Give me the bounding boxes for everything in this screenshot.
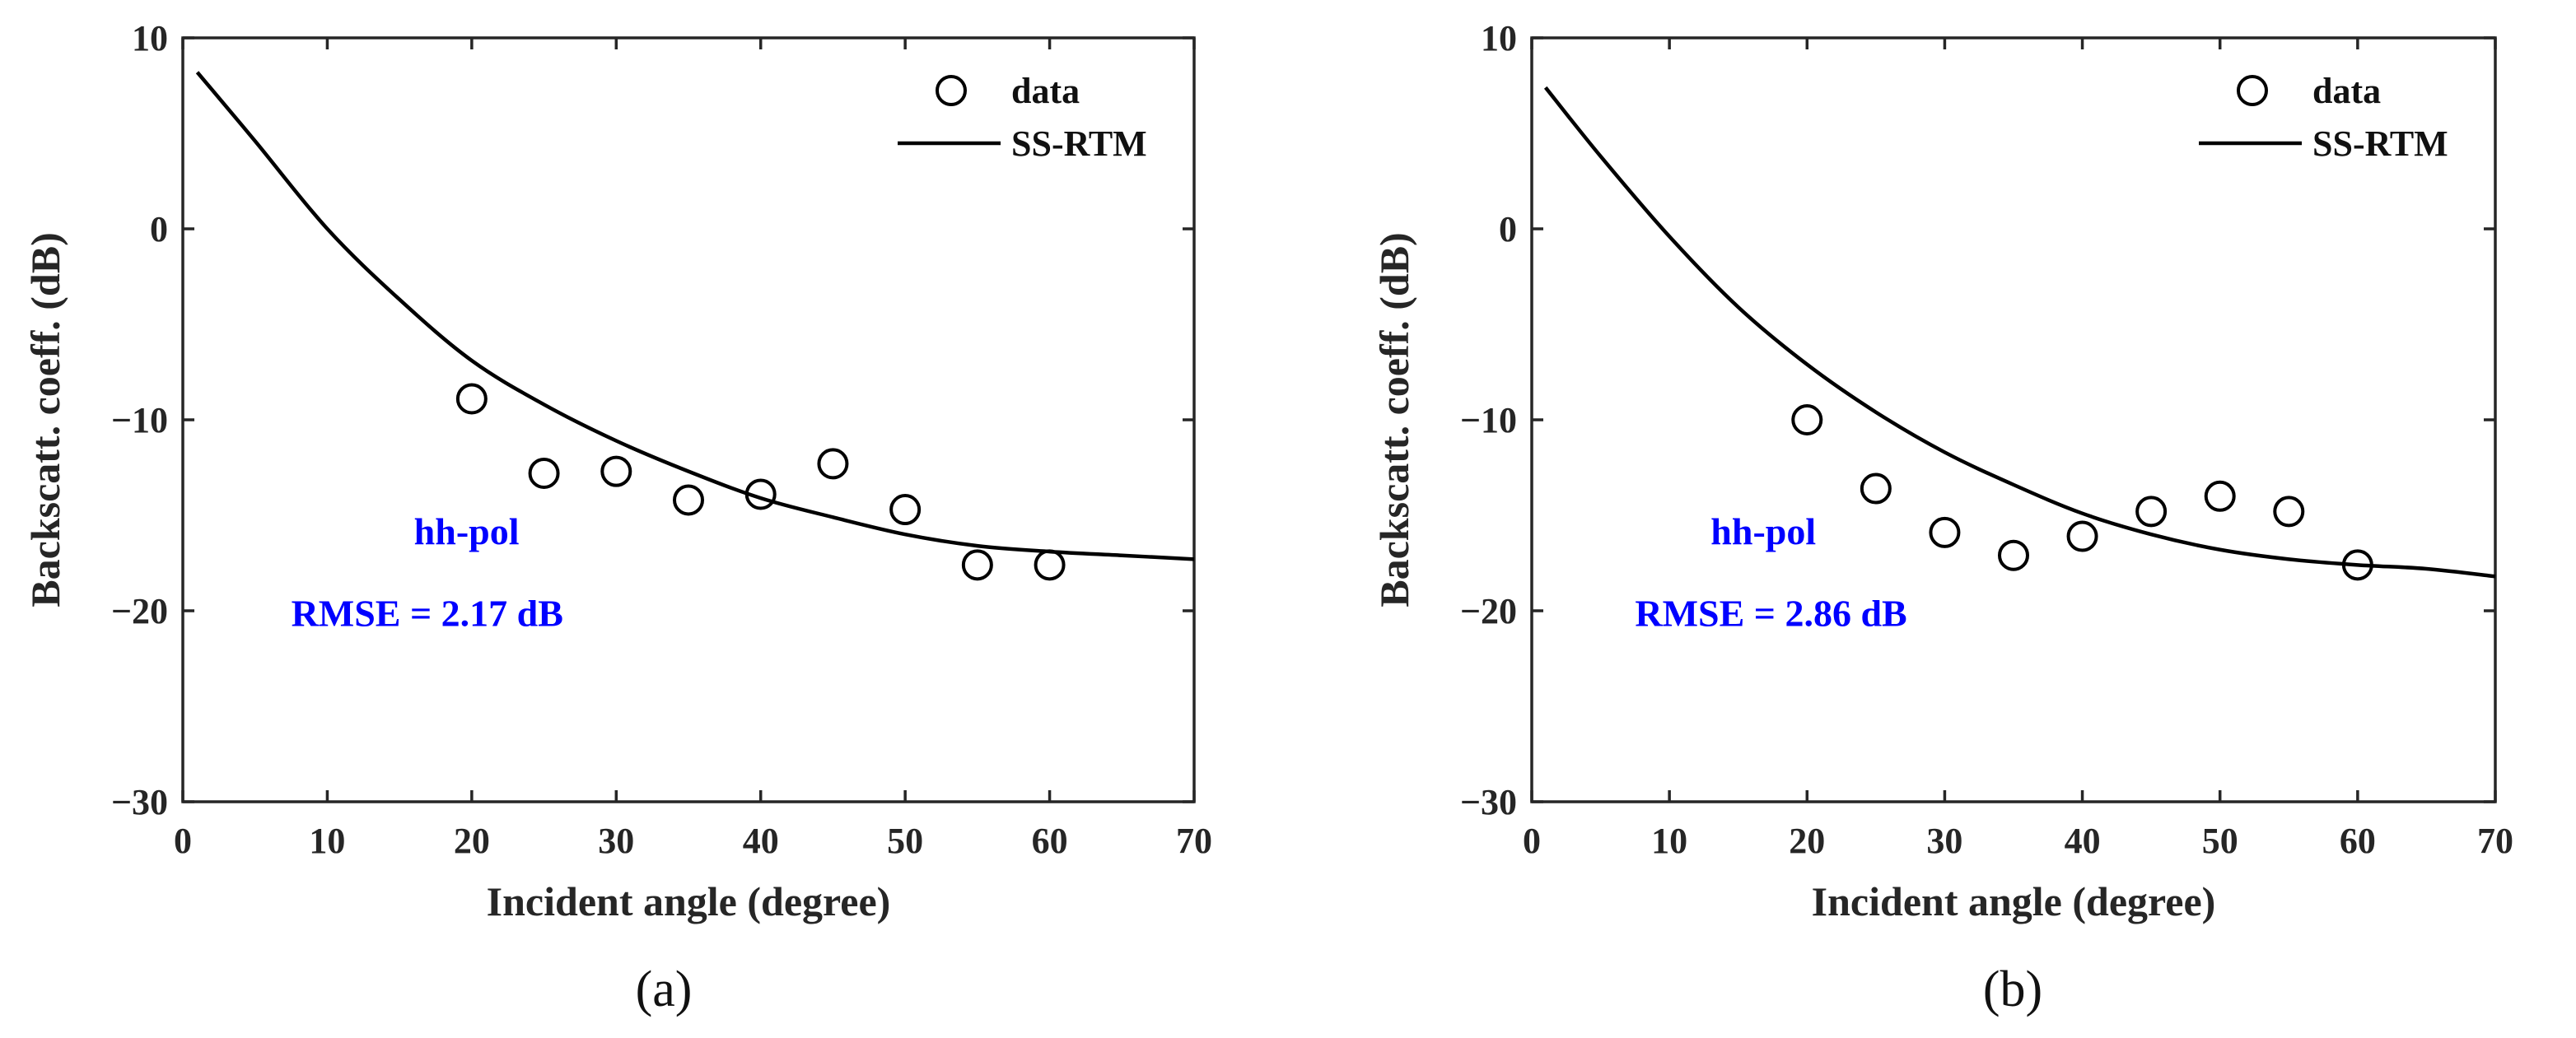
data-point xyxy=(817,448,849,480)
data-point xyxy=(1860,472,1892,505)
y-tick-label: 10 xyxy=(1481,18,1517,58)
x-tick-label: 70 xyxy=(2477,821,2513,861)
x-tick-label: 60 xyxy=(1032,821,1068,861)
x-tick-label: 50 xyxy=(2202,821,2238,861)
data-point xyxy=(961,549,993,581)
data-point xyxy=(528,457,560,489)
legend-label-ss-rtm: SS-RTM xyxy=(2312,123,2448,164)
legend-label-data: data xyxy=(2312,71,2381,111)
panel-caption: (b) xyxy=(1983,961,2042,1017)
x-tick-label: 30 xyxy=(1926,821,1962,861)
data-point xyxy=(2066,520,2098,552)
y-tick-label: −20 xyxy=(111,591,168,631)
y-tick-label: −30 xyxy=(1460,782,1517,822)
y-tick-label: −30 xyxy=(111,782,168,822)
data-point xyxy=(1929,516,1961,548)
x-tick-label: 70 xyxy=(1176,821,1212,861)
legend-label-ss-rtm: SS-RTM xyxy=(1011,123,1147,164)
ss-rtm-line xyxy=(1543,86,2496,579)
ss-rtm-line xyxy=(195,71,1195,561)
data-point xyxy=(1034,549,1066,581)
y-tick-label: −20 xyxy=(1460,591,1517,631)
x-tick-label: 30 xyxy=(598,821,634,861)
data-point xyxy=(744,478,777,510)
x-tick-label: 10 xyxy=(309,821,345,861)
x-tick-label: 40 xyxy=(2065,821,2101,861)
legend-data-marker xyxy=(2237,75,2268,106)
x-axis-label: Incident angle (degree) xyxy=(487,878,891,924)
annotation-polarization: hh-pol xyxy=(414,510,520,552)
legend-data-marker xyxy=(936,75,967,106)
y-tick-label: 0 xyxy=(150,209,168,249)
data-point xyxy=(455,383,488,415)
data-point xyxy=(673,484,704,516)
data-point xyxy=(1791,404,1823,435)
data-point xyxy=(2135,496,2168,528)
y-axis-label: Backscatt. coeff. (dB) xyxy=(1371,232,1417,607)
data-point xyxy=(889,494,922,526)
x-tick-label: 50 xyxy=(887,821,923,861)
data-point xyxy=(600,455,632,487)
legend-label-data: data xyxy=(1011,71,1080,111)
annotation-rmse: RMSE = 2.17 dB xyxy=(292,593,563,635)
x-tick-label: 10 xyxy=(1651,821,1687,861)
chart-panel-b: 0 10 20 30 40 50 60 70 −30 −20 −10 0 10 Incident angl… xyxy=(1371,18,2513,1017)
annotation-polarization: hh-pol xyxy=(1710,510,1816,552)
x-tick-label: 40 xyxy=(743,821,779,861)
data-point xyxy=(1998,539,2029,571)
data-point xyxy=(2204,480,2236,512)
annotation-rmse: RMSE = 2.86 dB xyxy=(1635,593,1906,635)
x-tick-label: 20 xyxy=(454,821,490,861)
y-tick-label: 10 xyxy=(132,18,168,58)
x-tick-label: 60 xyxy=(2340,821,2376,861)
data-point xyxy=(2341,549,2373,581)
x-tick-label: 0 xyxy=(174,821,192,861)
data-point xyxy=(2273,496,2305,528)
x-axis-label: Incident angle (degree) xyxy=(1812,878,2216,924)
y-tick-label: 0 xyxy=(1499,209,1517,249)
y-axis-label: Backscatt. coeff. (dB) xyxy=(22,232,68,607)
y-tick-label: −10 xyxy=(1460,400,1517,440)
panel-caption: (a) xyxy=(636,961,693,1017)
x-tick-label: 0 xyxy=(1523,821,1541,861)
chart-panel-a: 0 10 20 30 40 50 60 70 −30 −20 −10 0 10 Incident angl… xyxy=(22,18,1212,1017)
x-tick-label: 20 xyxy=(1789,821,1825,861)
y-tick-label: −10 xyxy=(111,400,168,440)
